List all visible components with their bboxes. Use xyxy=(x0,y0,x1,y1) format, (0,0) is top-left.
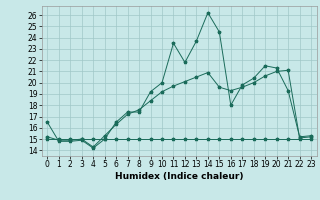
X-axis label: Humidex (Indice chaleur): Humidex (Indice chaleur) xyxy=(115,172,244,181)
